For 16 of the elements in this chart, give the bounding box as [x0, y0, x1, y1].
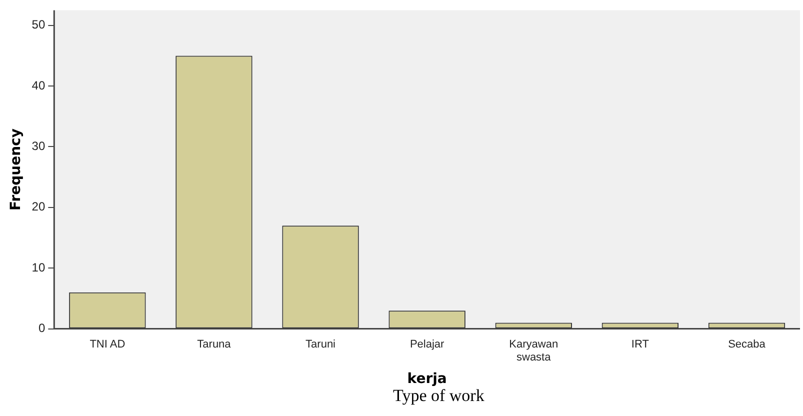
y-tick-label: 20: [32, 200, 46, 214]
x-tick-label: Karyawan swasta: [509, 338, 558, 364]
text: Type of work: [393, 386, 484, 406]
y-axis-title: Frequency: [8, 128, 24, 210]
x-tick-label: Secaba: [728, 338, 766, 350]
x-axis-title: kerja: [407, 371, 447, 388]
x-tick-label: Pelajar: [410, 338, 445, 350]
x-tick-label: Taruni: [306, 338, 336, 350]
y-tick-label: 40: [32, 78, 46, 92]
x-tick-label: Taruna: [197, 338, 232, 350]
x-tick-label: TNI AD: [90, 338, 126, 350]
y-tick-label: 10: [32, 260, 46, 274]
x-tick-label: IRT: [631, 338, 650, 350]
y-tick-label: 30: [32, 139, 46, 154]
y-tick-label: 50: [32, 18, 46, 32]
y-tick-label: 0: [38, 321, 46, 336]
